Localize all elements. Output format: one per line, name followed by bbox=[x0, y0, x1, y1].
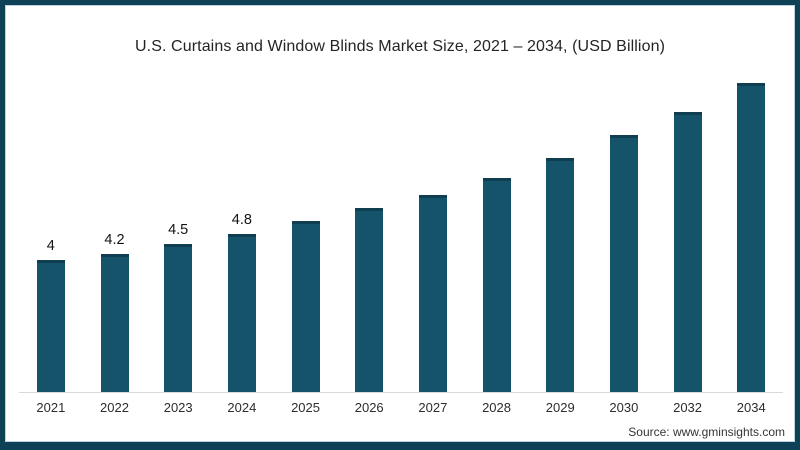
bar-2034 bbox=[737, 83, 766, 392]
x-tick-label-2028: 2028 bbox=[482, 400, 511, 415]
bar-2027 bbox=[418, 195, 447, 392]
bar-2023 bbox=[164, 244, 193, 392]
bar-value-label: 4.5 bbox=[168, 222, 189, 239]
bar-column-2027 bbox=[401, 63, 465, 392]
source-text: Source: www.gminsights.com bbox=[628, 425, 785, 439]
bar-2025 bbox=[291, 221, 320, 392]
bar-2032 bbox=[673, 112, 702, 392]
x-tick-label-2034: 2034 bbox=[736, 400, 766, 415]
bar-column-2032 bbox=[656, 63, 720, 392]
x-tick-label-2022: 2022 bbox=[100, 400, 129, 415]
bar-2024 bbox=[227, 234, 256, 392]
chart-title: U.S. Curtains and Window Blinds Market S… bbox=[135, 38, 665, 55]
bar-2026 bbox=[355, 208, 384, 392]
bar-column-2026 bbox=[337, 63, 401, 392]
bar-column-2022: 4.2 bbox=[83, 63, 147, 392]
bar-2028 bbox=[482, 178, 511, 392]
bar-column-2021: 4 bbox=[19, 63, 83, 392]
x-tick-label-2023: 2023 bbox=[163, 400, 193, 415]
x-tick-label-2021: 2021 bbox=[36, 400, 66, 415]
bar-column-2028 bbox=[465, 63, 529, 392]
bar-2021 bbox=[36, 260, 65, 392]
bar-value-label: 4.2 bbox=[104, 232, 125, 249]
bar-value-label: 4.8 bbox=[231, 212, 252, 229]
bar-column-2024: 4.8 bbox=[210, 63, 274, 392]
bar-2030 bbox=[609, 135, 638, 392]
x-tick-label-2024: 2024 bbox=[227, 400, 257, 415]
plot-area: 4 4.2 4.5 4.8 bbox=[19, 63, 783, 393]
bar-column-2029 bbox=[528, 63, 592, 392]
bar-2022 bbox=[100, 254, 129, 392]
bar-column-2030 bbox=[592, 63, 656, 392]
x-tick-label-2027: 2027 bbox=[418, 400, 448, 415]
x-tick-label-2029: 2029 bbox=[545, 400, 575, 415]
bar-chart: 4 4.2 4.5 4.8 2021 2022 2023 2024 2025 2026 2027 2… bbox=[19, 63, 783, 415]
x-tick-label-2025: 2025 bbox=[291, 400, 320, 415]
bar-2029 bbox=[546, 158, 575, 392]
bar-column-2025 bbox=[274, 63, 338, 392]
bar-column-2034 bbox=[719, 63, 783, 392]
x-tick-label-2030: 2030 bbox=[609, 400, 639, 415]
x-tick-label-2026: 2026 bbox=[354, 400, 384, 415]
bar-column-2023: 4.5 bbox=[146, 63, 210, 392]
bar-value-label: 4 bbox=[46, 238, 55, 255]
x-tick-label-2032: 2032 bbox=[673, 400, 703, 415]
x-axis-tick-row: 2021 2022 2023 2024 2025 2026 2027 2028 2029 2030… bbox=[19, 393, 783, 415]
